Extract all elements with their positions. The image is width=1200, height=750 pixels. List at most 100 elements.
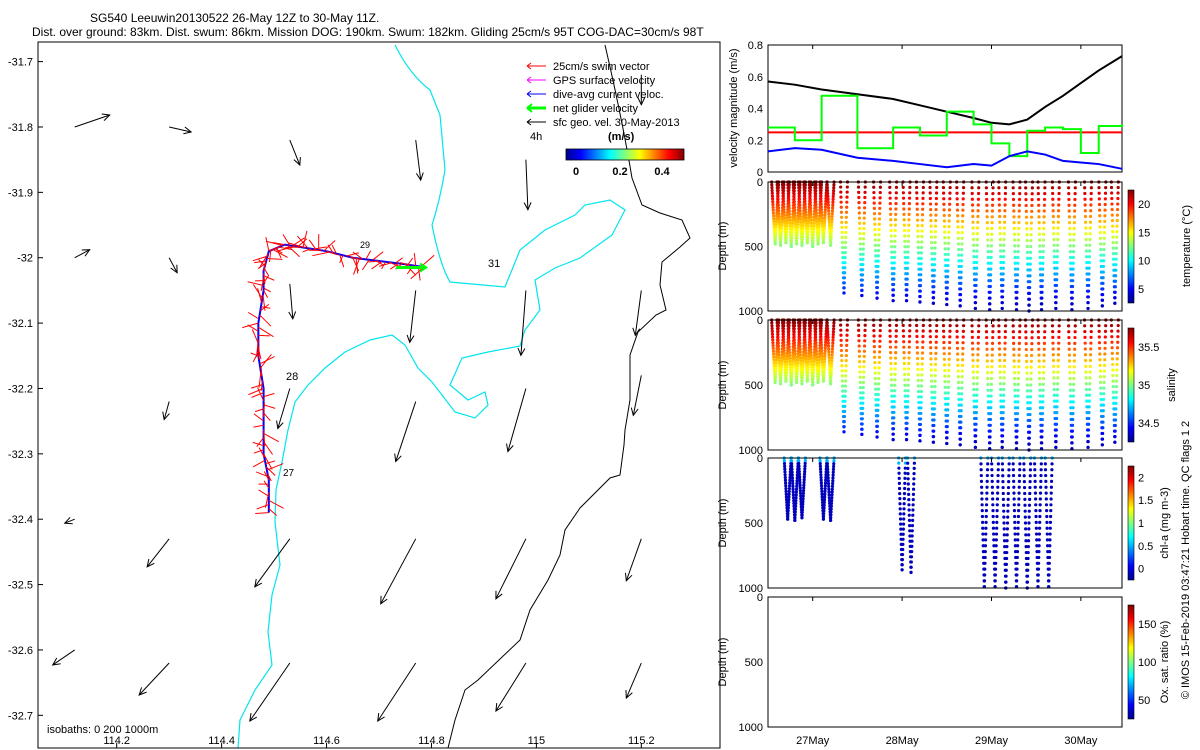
profile-point bbox=[1067, 335, 1071, 340]
profile-point bbox=[843, 266, 847, 270]
profile-point bbox=[985, 209, 989, 213]
profile-point bbox=[774, 372, 778, 376]
profile-point bbox=[778, 382, 783, 386]
profile-point bbox=[808, 200, 812, 205]
profile-point bbox=[1003, 186, 1008, 190]
profile-point bbox=[792, 200, 796, 204]
profile-point bbox=[902, 512, 906, 516]
profile-point bbox=[959, 264, 963, 269]
profile-point bbox=[1041, 394, 1045, 398]
profile-point bbox=[899, 527, 903, 531]
profile-point bbox=[989, 394, 993, 398]
profile-point bbox=[779, 367, 783, 371]
profile-point bbox=[842, 276, 847, 280]
profile-point bbox=[1104, 324, 1108, 328]
profile-point bbox=[918, 294, 922, 299]
profile-point bbox=[942, 357, 947, 361]
profile-point bbox=[783, 218, 787, 223]
profile-point bbox=[946, 385, 950, 389]
swim-vector bbox=[263, 287, 271, 293]
profile-point bbox=[959, 414, 963, 419]
profile-point bbox=[1055, 399, 1059, 403]
profile-point bbox=[827, 347, 831, 351]
profile-point bbox=[933, 257, 937, 261]
profile-point bbox=[902, 367, 907, 371]
profile-point bbox=[1083, 191, 1087, 196]
profile-point bbox=[1056, 226, 1060, 230]
profile-point bbox=[1040, 284, 1044, 289]
profile-point bbox=[929, 351, 933, 355]
profile-point bbox=[831, 335, 835, 339]
profile-point bbox=[983, 573, 987, 577]
geo-arrow-head bbox=[138, 687, 147, 696]
profile-point bbox=[779, 376, 783, 380]
profile-point bbox=[816, 233, 821, 238]
profile-point bbox=[919, 389, 924, 394]
profile-point bbox=[931, 440, 935, 444]
profile-point bbox=[990, 376, 994, 381]
profile-point bbox=[1037, 359, 1041, 363]
profile-point bbox=[845, 343, 849, 348]
profile-point bbox=[862, 349, 867, 353]
profile-point bbox=[958, 437, 962, 441]
profile-point bbox=[1002, 533, 1006, 537]
profile-point bbox=[919, 417, 923, 421]
profile-point bbox=[872, 350, 877, 354]
profile-point bbox=[1114, 407, 1118, 411]
profile-point bbox=[1033, 479, 1037, 483]
profile-point bbox=[813, 191, 817, 195]
profile-point bbox=[974, 278, 978, 282]
swim-vector bbox=[410, 266, 424, 280]
profile-point bbox=[842, 420, 846, 424]
profile-point bbox=[1055, 255, 1059, 259]
profile-point bbox=[934, 218, 938, 223]
profile-point bbox=[959, 397, 964, 402]
profile-point bbox=[818, 326, 823, 330]
profile-point bbox=[793, 507, 798, 511]
map-ytick-label: -32.2 bbox=[8, 383, 33, 395]
profile-point bbox=[959, 420, 963, 424]
profile-point bbox=[1070, 423, 1075, 427]
profile-point bbox=[803, 340, 807, 344]
profile-point bbox=[814, 202, 818, 207]
profile-point bbox=[934, 213, 938, 217]
profile-point bbox=[814, 208, 818, 212]
profile-point bbox=[976, 347, 980, 351]
profile-point bbox=[1115, 357, 1119, 361]
swim-vector bbox=[352, 251, 363, 260]
profile-point bbox=[1029, 250, 1033, 254]
profile-point bbox=[921, 323, 925, 328]
profile-point bbox=[827, 487, 831, 491]
profile-point bbox=[979, 479, 984, 483]
profile-point bbox=[1035, 544, 1039, 548]
profile-point bbox=[1017, 209, 1021, 213]
profile-point bbox=[857, 344, 861, 348]
profile-point bbox=[823, 346, 827, 350]
profile-point bbox=[902, 517, 906, 521]
profile-point bbox=[948, 324, 952, 328]
profile-point bbox=[943, 236, 947, 240]
profile-point bbox=[1024, 215, 1029, 219]
salinity-ylabel: Depth (m) bbox=[717, 361, 729, 410]
profile-point bbox=[862, 360, 866, 364]
profile-point bbox=[790, 221, 795, 225]
profile-point bbox=[892, 266, 896, 270]
profile-point bbox=[946, 402, 950, 406]
profile-point bbox=[889, 356, 893, 360]
profile-point bbox=[820, 498, 824, 502]
profile-point bbox=[906, 477, 910, 481]
profile-point bbox=[861, 396, 865, 400]
profile-point bbox=[975, 237, 979, 242]
profile-point bbox=[1050, 462, 1054, 466]
profile-point bbox=[822, 221, 827, 225]
profile-point bbox=[1048, 538, 1052, 542]
profile-point bbox=[893, 383, 897, 387]
profile-point bbox=[804, 216, 808, 220]
profile-point bbox=[787, 339, 791, 343]
salinity-panel: Depth (m) salinity bbox=[717, 318, 1178, 452]
profile-point bbox=[839, 205, 843, 209]
profile-point bbox=[1116, 202, 1120, 206]
profile-point bbox=[901, 185, 905, 189]
profile-point bbox=[893, 372, 897, 376]
profile-point bbox=[789, 383, 793, 387]
